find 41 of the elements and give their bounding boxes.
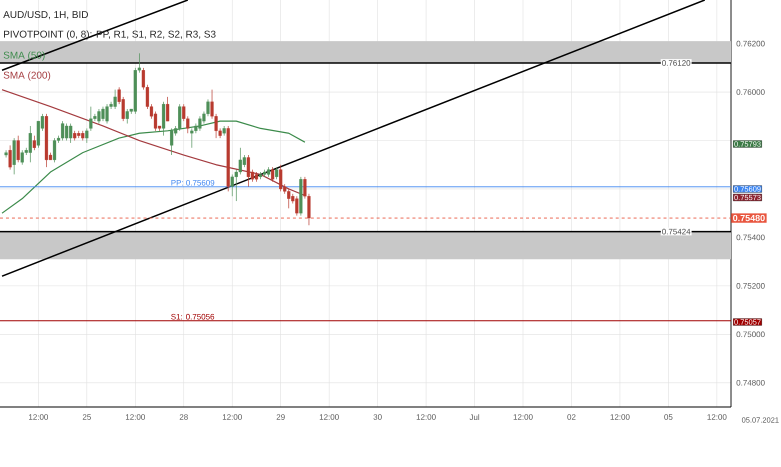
candlestick (65, 123, 68, 141)
line-series (1, 89, 306, 196)
candlestick (198, 116, 202, 132)
candlestick (295, 196, 298, 216)
ref-line-label: 0.75480 (733, 214, 765, 222)
text: AUD/USD, 1H, BID (3, 10, 88, 20)
candlestick (178, 104, 182, 132)
candlestick (266, 166, 270, 178)
candlestick (20, 150, 24, 166)
candlestick (32, 135, 36, 151)
candlestick (275, 166, 278, 180)
candlestick (89, 106, 92, 132)
candlestick (271, 166, 274, 182)
candlestick (238, 147, 242, 175)
candlestick (28, 126, 32, 163)
candlestick (97, 108, 101, 124)
candlestick (81, 130, 84, 141)
candlestick (126, 108, 129, 124)
candlestick (8, 145, 12, 170)
candlestick (114, 89, 117, 110)
candlestick (222, 126, 226, 136)
candlestick (246, 154, 250, 187)
candlestick (60, 120, 64, 141)
candlestick (16, 135, 20, 163)
candlestick (52, 138, 56, 163)
candlestick (101, 106, 105, 122)
candlestick (258, 172, 262, 180)
candlestick (73, 130, 76, 141)
candlestick (190, 128, 194, 148)
candlestick (230, 174, 234, 197)
text: PIVOTPOINT (0, 8): PP, R1, S1, R2, S2, R3, S3 (4, 30, 216, 40)
candlestick (105, 104, 109, 124)
series-label: SMA (200) (4, 71, 50, 81)
candlestick (85, 128, 88, 144)
candlestick (4, 150, 8, 158)
candlestick (279, 164, 282, 192)
candlestick (287, 188, 290, 209)
candlestick (254, 172, 258, 182)
candlestick (69, 123, 72, 144)
candlestick (166, 96, 170, 122)
candlestick (170, 128, 174, 156)
